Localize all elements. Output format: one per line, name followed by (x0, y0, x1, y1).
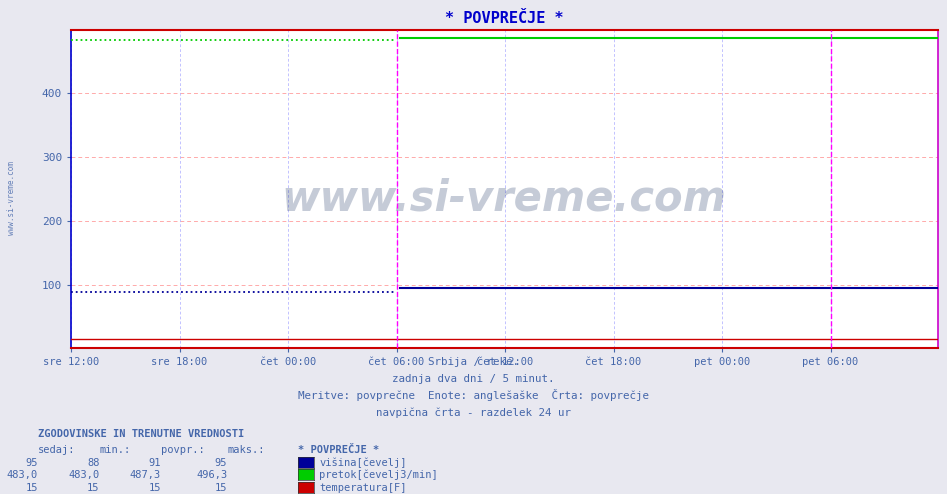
Text: * POVPREČJE *: * POVPREČJE * (298, 446, 380, 455)
Title: * POVPREČJE *: * POVPREČJE * (445, 11, 563, 26)
Text: sedaj:: sedaj: (38, 446, 76, 455)
Text: Meritve: povprečne  Enote: anglešaške  Črta: povprečje: Meritve: povprečne Enote: anglešaške Črt… (298, 389, 649, 401)
Text: zadnja dva dni / 5 minut.: zadnja dva dni / 5 minut. (392, 374, 555, 384)
Text: 15: 15 (149, 483, 161, 493)
Text: 15: 15 (26, 483, 38, 493)
Text: 483,0: 483,0 (68, 470, 99, 480)
Text: 483,0: 483,0 (7, 470, 38, 480)
Text: min.:: min.: (99, 446, 131, 455)
Text: www.si-vreme.com: www.si-vreme.com (282, 177, 726, 219)
Text: pretok[čevelj3/min]: pretok[čevelj3/min] (319, 470, 438, 480)
Text: 88: 88 (87, 458, 99, 468)
Text: 95: 95 (26, 458, 38, 468)
Text: 496,3: 496,3 (196, 470, 227, 480)
Text: 15: 15 (87, 483, 99, 493)
Text: ZGODOVINSKE IN TRENUTNE VREDNOSTI: ZGODOVINSKE IN TRENUTNE VREDNOSTI (38, 429, 244, 439)
Text: maks.:: maks.: (227, 446, 265, 455)
Text: višina[čevelj]: višina[čevelj] (319, 457, 406, 468)
Text: 487,3: 487,3 (130, 470, 161, 480)
Text: povpr.:: povpr.: (161, 446, 205, 455)
Text: 15: 15 (215, 483, 227, 493)
Text: navpična črta - razdelek 24 ur: navpična črta - razdelek 24 ur (376, 408, 571, 418)
Text: temperatura[F]: temperatura[F] (319, 483, 406, 493)
Text: Srbija / reke.: Srbija / reke. (428, 357, 519, 367)
Text: www.si-vreme.com: www.si-vreme.com (7, 161, 16, 235)
Text: 95: 95 (215, 458, 227, 468)
Text: 91: 91 (149, 458, 161, 468)
